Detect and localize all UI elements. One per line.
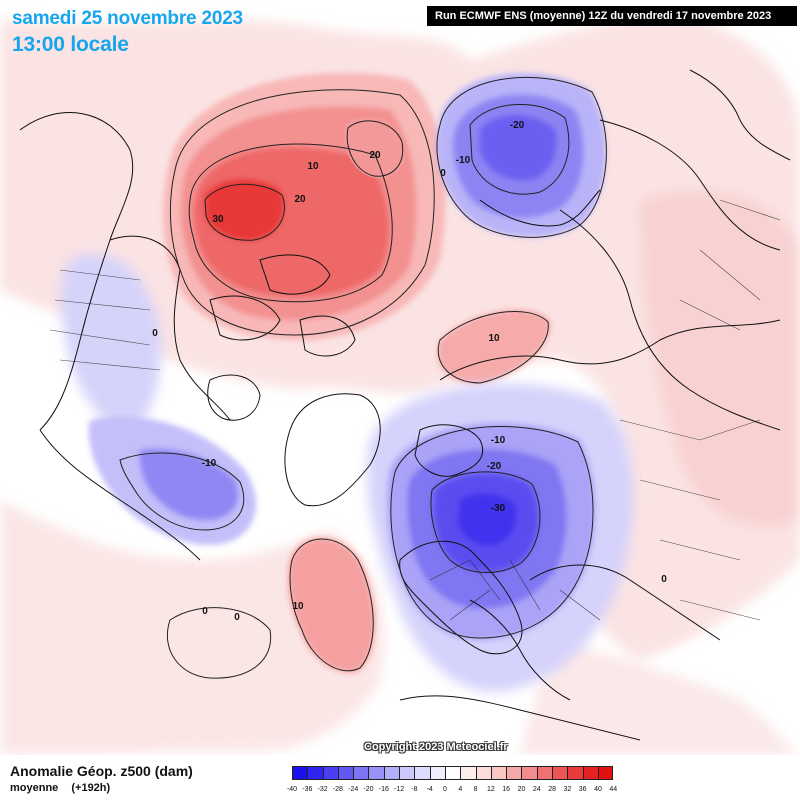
legend-swatch xyxy=(536,766,553,780)
anomaly-map: 30 20 20 10 -20 -10 0 0 10 -10 -10 -20 -… xyxy=(0,18,800,755)
contour-label: 20 xyxy=(369,150,381,161)
contour-lines xyxy=(119,76,607,679)
footer-panel: Anomalie Géop. z500 (dam) moyenne (+192h… xyxy=(0,755,800,800)
subtitle-lead: (+192h) xyxy=(71,782,111,794)
legend-tick-label: 44 xyxy=(609,786,618,793)
coastlines xyxy=(19,69,791,741)
subtitle-mean: moyenne xyxy=(10,782,59,794)
legend-tick-label: -12 xyxy=(394,786,405,793)
negative-anomaly-northamerica xyxy=(60,253,257,545)
legend-tick-label: 36 xyxy=(578,786,587,793)
positive-anomaly-siberia xyxy=(437,309,551,385)
legend-swatch xyxy=(567,766,583,780)
legend-tick-label: 28 xyxy=(548,786,556,793)
legend-swatch xyxy=(292,766,308,780)
forecast-time: 13:00 locale xyxy=(12,33,129,56)
legend-swatch xyxy=(399,766,415,780)
contour-label: 0 xyxy=(152,328,158,339)
negative-anomaly-pacific xyxy=(436,73,607,238)
contour-label: 10 xyxy=(292,601,304,612)
legend-swatch xyxy=(521,766,537,780)
borders xyxy=(49,199,781,621)
legend-tick-label: -36 xyxy=(302,786,313,793)
legend-swatch xyxy=(307,766,323,780)
variable-title: Anomalie Géop. z500 (dam) xyxy=(10,763,193,779)
legend-swatch xyxy=(337,766,354,780)
legend-tick-label: -32 xyxy=(317,786,328,793)
legend-swatch xyxy=(490,766,507,780)
legend-tick-label: 20 xyxy=(517,786,526,793)
legend-tick-label: 16 xyxy=(502,786,511,793)
legend-tick-label: 8 xyxy=(473,786,478,793)
positive-anomaly-atlantic xyxy=(288,537,375,673)
legend-tick-label: 40 xyxy=(594,786,602,793)
legend-swatch xyxy=(475,766,491,780)
contour-label: 30 xyxy=(212,214,224,225)
legend-tick-label: 24 xyxy=(532,786,541,793)
legend-tick-label: -8 xyxy=(411,786,418,793)
contour-label: -10 xyxy=(456,155,471,166)
legend-swatch xyxy=(353,766,369,780)
contour-label: 10 xyxy=(488,333,500,344)
contour-label: -30 xyxy=(491,503,506,514)
contour-label-group: 30 20 20 10 -20 -10 0 0 10 -10 -10 -20 -… xyxy=(152,120,667,623)
legend-tick-label: -28 xyxy=(332,786,343,793)
contour-label: -10 xyxy=(491,435,506,446)
contour-label: 10 xyxy=(307,161,319,172)
legend-tick-label: -40 xyxy=(286,786,298,793)
forecast-date: samedi 25 novembre 2023 xyxy=(12,8,244,29)
contour-label: 0 xyxy=(202,606,208,617)
contour-label: 0 xyxy=(440,168,446,179)
legend-swatch xyxy=(506,766,522,780)
legend-tick-label: 32 xyxy=(563,786,572,793)
legend-swatch xyxy=(444,766,461,780)
legend-swatch xyxy=(383,766,400,780)
legend-swatch xyxy=(429,766,445,780)
contour-label: -10 xyxy=(202,458,217,469)
copyright-text: Copyright 2023 Meteociel.fr xyxy=(364,741,508,753)
model-run-banner: Run ECMWF ENS (moyenne) 12Z du vendredi … xyxy=(427,6,797,26)
variable-subtitle: moyenne (+192h) xyxy=(10,782,120,794)
contour-label: 0 xyxy=(234,612,240,623)
color-legend xyxy=(292,766,614,780)
legend-tick-label: -20 xyxy=(363,786,374,793)
legend-swatch xyxy=(597,766,614,780)
legend-tick-label: 4 xyxy=(458,786,463,793)
legend-swatch xyxy=(552,766,568,780)
contour-label: -20 xyxy=(510,120,525,131)
contour-label: -20 xyxy=(487,461,502,472)
contour-label: 0 xyxy=(661,574,667,585)
legend-tick-label: -16 xyxy=(378,786,389,793)
negative-anomaly-europe xyxy=(367,383,634,692)
contour-label: 20 xyxy=(294,194,306,205)
legend-swatch xyxy=(322,766,338,780)
legend-labels: -40 -36 -32 -28 -24 -20 -16 -12 -8 -4 0 4 8 12 16 20 24 2… xyxy=(287,786,652,796)
legend-swatch xyxy=(414,766,430,780)
legend-swatch xyxy=(582,766,598,780)
legend-tick-label: -4 xyxy=(426,786,433,793)
legend-swatch xyxy=(460,766,476,780)
legend-tick-label: -24 xyxy=(348,786,359,793)
legend-swatch xyxy=(368,766,384,780)
legend-tick-label: 0 xyxy=(443,786,447,793)
legend-tick-label: 12 xyxy=(486,786,495,793)
